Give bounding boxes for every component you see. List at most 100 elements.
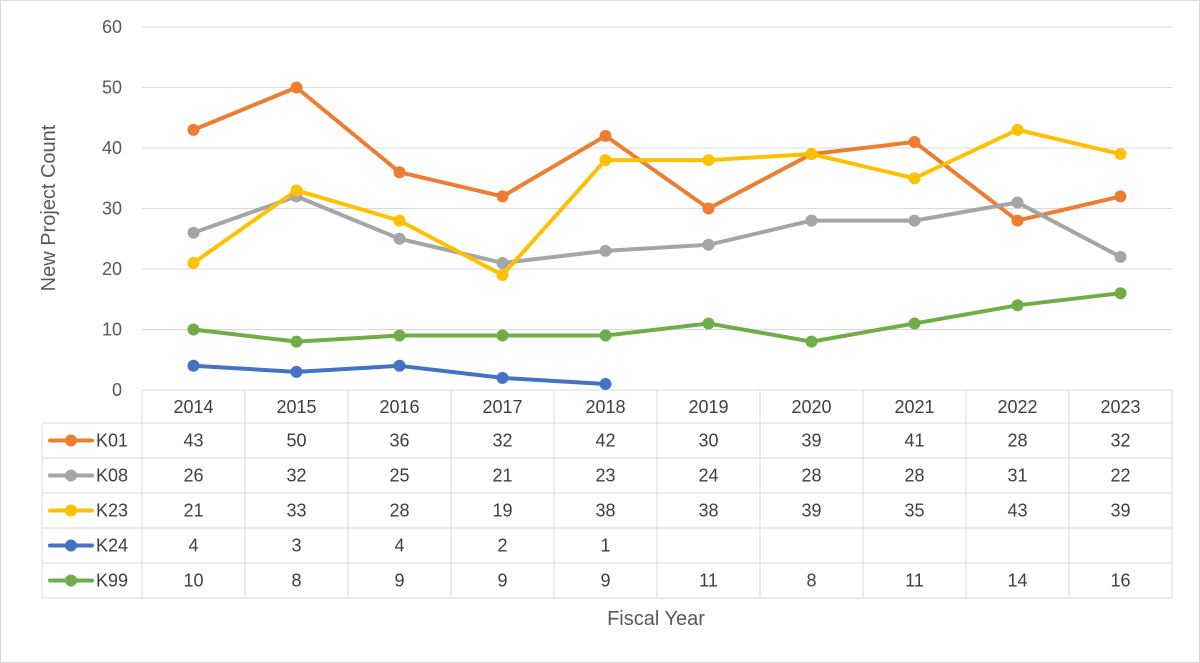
y-tick-labels: 0 10 20 30 40 50 60 xyxy=(102,17,122,400)
data-point-k24 xyxy=(393,359,406,372)
gridlines xyxy=(142,26,1172,330)
table-cell-value: 50 xyxy=(286,431,306,451)
legend-series-name: K24 xyxy=(96,536,128,556)
data-point-k99 xyxy=(290,335,303,348)
legend-key-marker xyxy=(65,574,77,587)
table-cell-value: 28 xyxy=(389,501,409,521)
table-cell-value: 38 xyxy=(698,501,718,521)
table-cell-value: 32 xyxy=(1110,431,1130,451)
table-cell-value: 32 xyxy=(286,466,306,486)
table-cell-value: 41 xyxy=(904,431,924,451)
table-cell-value: 2 xyxy=(497,536,507,556)
series-line-k08 xyxy=(191,194,1123,265)
data-point-k01 xyxy=(702,202,715,215)
data-point-k24 xyxy=(187,359,200,372)
legend-key-marker xyxy=(65,504,77,517)
table-cell-value: 14 xyxy=(1007,571,1027,591)
table-cell-value: 16 xyxy=(1110,571,1130,591)
x-tick-label: 2021 xyxy=(894,397,934,417)
data-point-k01 xyxy=(1011,214,1024,227)
table-cell-value: 24 xyxy=(698,466,718,486)
table-cell-value: 3 xyxy=(291,536,301,556)
x-tick-label: 2023 xyxy=(1100,397,1140,417)
table-cell-value: 36 xyxy=(389,431,409,451)
data-point-k08 xyxy=(908,214,921,227)
table-cell-value: 39 xyxy=(801,501,821,521)
y-axis-title: New Project Count xyxy=(38,124,60,291)
table-cell-value: 28 xyxy=(801,466,821,486)
legend-key-marker xyxy=(65,469,77,482)
x-tick-label: 2020 xyxy=(791,397,831,417)
table-cell-value: 9 xyxy=(600,571,610,591)
table-cell-value: 23 xyxy=(595,466,615,486)
table-cell-value: 39 xyxy=(1110,501,1130,521)
table-cell-value: 28 xyxy=(1007,431,1027,451)
table-cell-value: 30 xyxy=(698,431,718,451)
series-points xyxy=(187,81,1127,390)
y-tick-label: 50 xyxy=(102,78,122,98)
data-point-k01 xyxy=(1114,190,1127,203)
data-point-k99 xyxy=(1114,287,1127,300)
x-tick-label: 2016 xyxy=(379,397,419,417)
table-cell-value: 22 xyxy=(1110,466,1130,486)
data-point-k01 xyxy=(599,129,612,142)
data-point-k99 xyxy=(496,329,509,342)
table-cell-value: 10 xyxy=(183,571,203,591)
data-point-k23 xyxy=(599,154,612,167)
x-axis-title: Fiscal Year xyxy=(607,608,705,630)
table-cell-value: 9 xyxy=(497,571,507,591)
data-point-k08 xyxy=(805,214,818,227)
data-point-k08 xyxy=(702,238,715,251)
table-cell-value: 38 xyxy=(595,501,615,521)
data-point-k99 xyxy=(187,323,200,336)
data-point-k01 xyxy=(496,190,509,203)
x-tick-label: 2017 xyxy=(482,397,522,417)
series-line-k23 xyxy=(191,127,1123,278)
data-point-k08 xyxy=(393,232,406,245)
data-point-k23 xyxy=(1114,148,1127,161)
data-point-k08 xyxy=(1114,250,1127,263)
table-cell-value: 1 xyxy=(600,536,610,556)
data-point-k24 xyxy=(290,365,303,378)
table-cell-value: 43 xyxy=(183,431,203,451)
table-cell-value: 32 xyxy=(492,431,512,451)
data-point-k23 xyxy=(187,256,200,269)
table-cell-value: 26 xyxy=(183,466,203,486)
table-cell-value: 42 xyxy=(595,431,615,451)
x-tick-label: 2022 xyxy=(997,397,1037,417)
table-cell-value: 8 xyxy=(291,571,301,591)
table-cell-value: 21 xyxy=(183,501,203,521)
legend-key-marker xyxy=(65,539,77,552)
data-point-k01 xyxy=(187,123,200,136)
y-tick-label: 40 xyxy=(102,138,122,158)
legend-series-name: K01 xyxy=(96,431,128,451)
data-point-k99 xyxy=(599,329,612,342)
x-tick-label: 2019 xyxy=(688,397,728,417)
data-point-k24 xyxy=(496,371,509,384)
table-cell-value: 39 xyxy=(801,431,821,451)
data-point-k99 xyxy=(908,317,921,330)
data-point-k99 xyxy=(702,317,715,330)
legend-series-name: K99 xyxy=(96,571,128,591)
data-point-k99 xyxy=(805,335,818,348)
legend-series-name: K08 xyxy=(96,466,128,486)
table-cell-value: 28 xyxy=(904,466,924,486)
table-cell-value: 11 xyxy=(905,571,924,591)
series-lines xyxy=(191,85,1123,386)
table-cell-value: 11 xyxy=(699,571,718,591)
data-point-k08 xyxy=(496,256,509,269)
table-cell-value: 25 xyxy=(389,466,409,486)
data-point-k01 xyxy=(290,81,303,94)
x-tick-label: 2018 xyxy=(585,397,625,417)
table-cell-value: 4 xyxy=(188,536,198,556)
data-point-k01 xyxy=(393,166,406,179)
table-cell-value: 33 xyxy=(286,501,306,521)
data-point-k01 xyxy=(908,135,921,148)
x-tick-label: 2014 xyxy=(173,397,213,417)
data-point-k08 xyxy=(187,226,200,239)
data-point-k24 xyxy=(599,377,612,390)
y-tick-label: 10 xyxy=(102,320,122,340)
table-cell-value: 8 xyxy=(806,571,816,591)
data-point-k23 xyxy=(393,214,406,227)
